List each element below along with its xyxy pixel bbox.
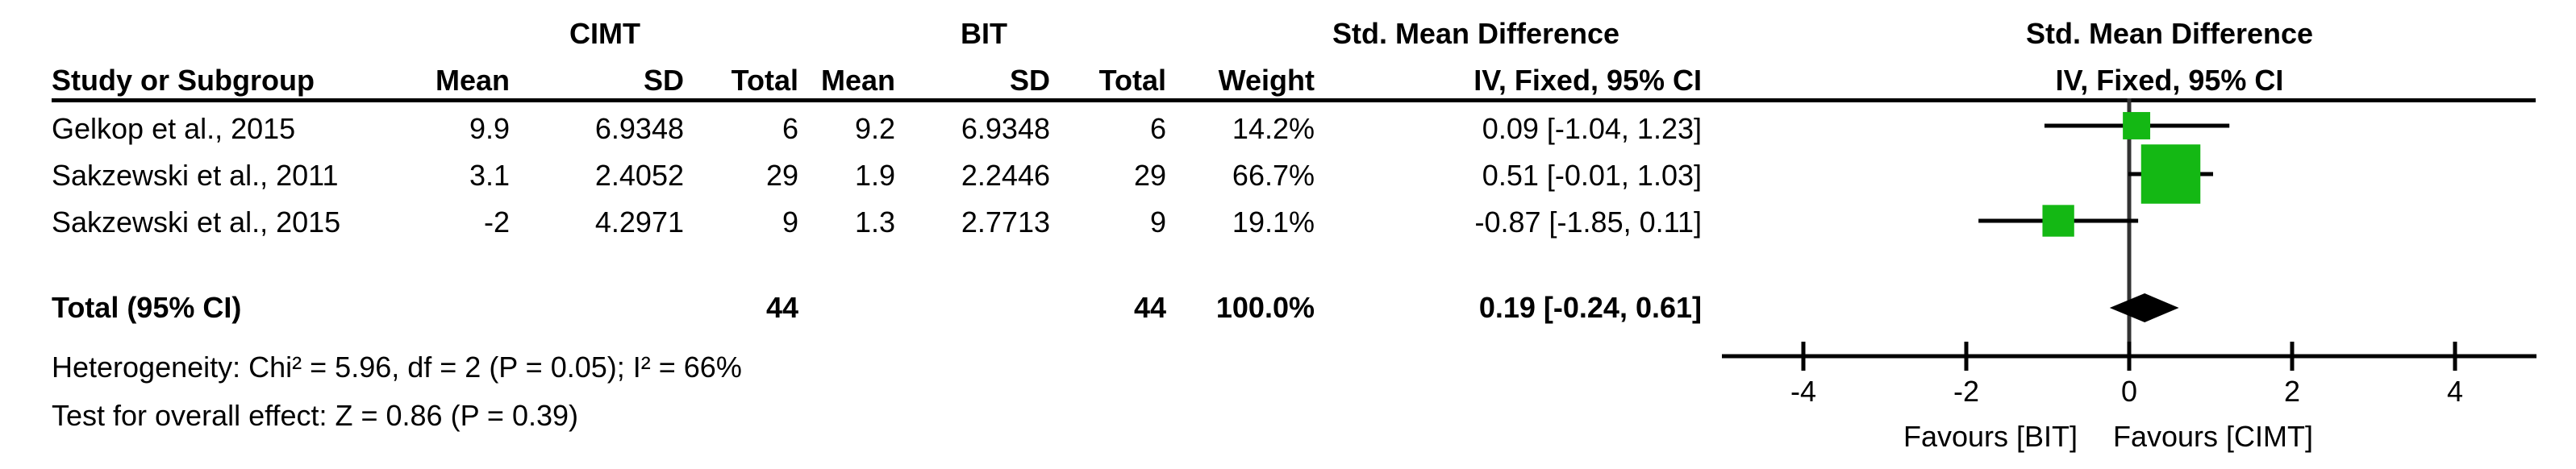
- total1-value: 29: [765, 159, 798, 192]
- col-sd2-header: SD: [1009, 64, 1050, 97]
- study-name: Gelkop et al., 2015: [52, 112, 296, 145]
- header-rule: [52, 98, 2536, 102]
- x-tick-label: 2: [2284, 375, 2300, 408]
- favours-right-label: Favours [CIMT]: [2113, 420, 2314, 453]
- mean1-value: 3.1: [469, 159, 510, 192]
- study-estimate-square: [2140, 144, 2201, 204]
- effect-value: -0.87 [-1.85, 0.11]: [1474, 205, 1702, 239]
- x-tick-label: 4: [2447, 375, 2463, 408]
- effect-method-header: IV, Fixed, 95% CI: [1473, 64, 1702, 97]
- col-sd1-header: SD: [643, 64, 684, 97]
- total-weight: 100.0%: [1215, 291, 1315, 324]
- mean2-value: 9.2: [854, 112, 895, 145]
- total-label: Total (95% CI): [52, 291, 242, 324]
- favours-left-label: Favours [BIT]: [1903, 420, 2078, 453]
- effect-value: 0.09 [-1.04, 1.23]: [1482, 112, 1702, 145]
- group2-header: BIT: [961, 17, 1007, 50]
- x-tick-label: -4: [1790, 375, 1816, 408]
- sd2-value: 2.2446: [961, 159, 1050, 192]
- study-name: Sakzewski et al., 2011: [52, 159, 339, 192]
- total2-sum: 44: [1133, 291, 1166, 324]
- weight-value: 14.2%: [1232, 112, 1315, 145]
- col-study-header: Study or Subgroup: [52, 64, 315, 97]
- weight-value: 19.1%: [1232, 205, 1315, 239]
- col-mean2-header: Mean: [820, 64, 895, 97]
- plot-method-header: IV, Fixed, 95% CI: [2055, 64, 2284, 97]
- col-weight-header: Weight: [1218, 64, 1315, 97]
- total2-value: 6: [1149, 112, 1166, 145]
- heterogeneity-note: Heterogeneity: Chi² = 5.96, df = 2 (P = …: [52, 351, 742, 384]
- effect-title: Std. Mean Difference: [1332, 17, 1620, 50]
- total2-value: 29: [1133, 159, 1166, 192]
- sd1-value: 6.9348: [594, 112, 684, 145]
- total1-value: 6: [782, 112, 798, 145]
- mean2-value: 1.9: [854, 159, 895, 192]
- study-name: Sakzewski et al., 2015: [52, 205, 341, 239]
- mean1-value: -2: [483, 205, 510, 239]
- sd2-value: 2.7713: [961, 205, 1050, 239]
- x-tick-label: -2: [1953, 375, 1979, 408]
- effect-value: 0.51 [-0.01, 1.03]: [1482, 159, 1702, 192]
- study-estimate-square: [2042, 205, 2074, 237]
- total-effect: 0.19 [-0.24, 0.61]: [1478, 291, 1702, 324]
- study-estimate-square: [2123, 112, 2151, 139]
- col-total2-header: Total: [1098, 64, 1166, 97]
- plot-title: Std. Mean Difference: [2025, 17, 2314, 50]
- group1-header: CIMT: [569, 17, 640, 50]
- x-tick-label: 0: [2121, 375, 2137, 408]
- total2-value: 9: [1149, 205, 1166, 239]
- total1-sum: 44: [765, 291, 798, 324]
- pooled-estimate-diamond: [2109, 293, 2179, 322]
- sd1-value: 4.2971: [594, 205, 684, 239]
- sd1-value: 2.4052: [594, 159, 684, 192]
- col-mean1-header: Mean: [435, 64, 510, 97]
- col-total1-header: Total: [731, 64, 798, 97]
- sd2-value: 6.9348: [961, 112, 1050, 145]
- weight-value: 66.7%: [1232, 159, 1315, 192]
- overall-effect-note: Test for overall effect: Z = 0.86 (P = 0…: [52, 399, 579, 432]
- total1-value: 9: [782, 205, 798, 239]
- mean2-value: 1.3: [854, 205, 895, 239]
- mean1-value: 9.9: [469, 112, 510, 145]
